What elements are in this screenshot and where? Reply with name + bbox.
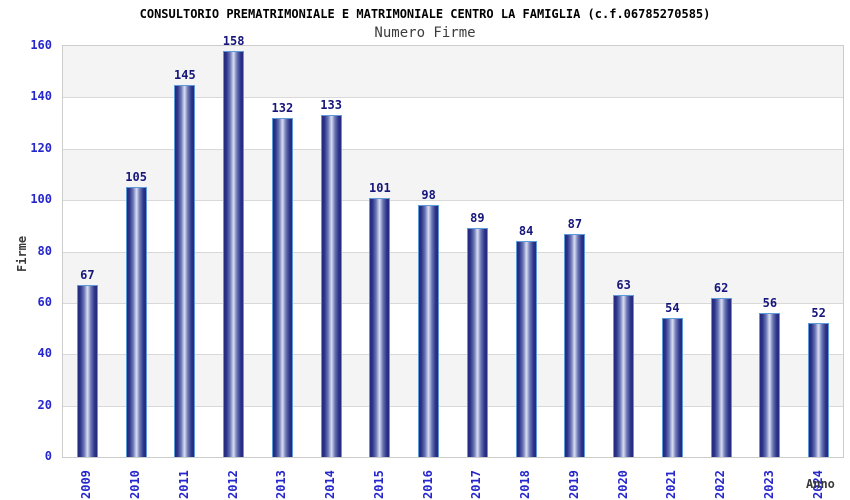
bar-2020	[613, 295, 635, 457]
x-tick-label: 2022	[713, 470, 728, 499]
y-tick-label: 40	[37, 346, 52, 361]
bar-value-label: 89	[470, 211, 485, 226]
bar-value-label: 84	[518, 224, 534, 239]
bar-value-label: 98	[421, 188, 436, 203]
gridline	[63, 97, 843, 99]
y-tick-label: 100	[30, 192, 52, 207]
x-tick-label: 2020	[615, 470, 630, 499]
x-tick-label: 2019	[566, 470, 581, 499]
x-tick-label: 2015	[371, 470, 386, 499]
bar-value-label: 133	[320, 98, 342, 113]
bar-2015	[369, 197, 391, 457]
x-tick-label: 2011	[176, 470, 191, 499]
chart-subtitle: Numero Firme	[374, 25, 476, 41]
x-axis-title: Anno	[806, 477, 835, 491]
x-tick-label: 2009	[79, 470, 94, 499]
bar-value-label: 62	[713, 280, 729, 295]
x-tick-label: 2023	[761, 470, 776, 499]
y-tick-label: 20	[37, 397, 52, 412]
y-tick-label: 120	[30, 140, 52, 155]
x-tick-label: 2021	[664, 470, 679, 499]
bar-value-label: 132	[271, 100, 294, 115]
x-tick-label: 2012	[225, 470, 240, 499]
bar-2023	[759, 313, 781, 457]
gridline	[63, 405, 843, 407]
bar-value-label: 67	[80, 267, 95, 282]
bar-value-label: 54	[665, 301, 680, 316]
gridline	[63, 302, 843, 304]
bar-2017	[466, 228, 488, 457]
gridline	[63, 148, 843, 150]
x-tick-label: 2017	[469, 470, 484, 499]
gridline	[63, 200, 843, 202]
bar-value-label: 105	[125, 170, 147, 185]
y-tick-label: 80	[37, 243, 52, 258]
bar-2024	[808, 323, 830, 457]
bar-value-label: 56	[762, 296, 778, 311]
bar-2010	[125, 187, 147, 457]
x-tick-label: 2018	[518, 470, 533, 499]
y-tick-label: 140	[30, 89, 52, 104]
bar-2012	[223, 51, 245, 457]
bar-2022	[710, 297, 732, 457]
y-tick-label: 0	[44, 449, 52, 463]
bar-2013	[271, 117, 293, 457]
y-tick-label: 160	[30, 38, 52, 52]
bar-2009	[76, 284, 98, 457]
bar-value-label: 52	[811, 306, 826, 321]
bar-2011	[174, 84, 196, 457]
x-tick-label: 2016	[420, 470, 435, 499]
bar-value-label: 101	[369, 180, 391, 195]
gridline	[63, 354, 843, 356]
x-tick-label: 2013	[274, 470, 289, 499]
chart-title: CONSULTORIO PREMATRIMONIALE E MATRIMONIA…	[139, 7, 711, 21]
plot-area: 67 105 145 158 132 133 101 98 89 84 87 63 54 62 56 52	[62, 34, 844, 458]
x-tick-label: 2010	[128, 470, 143, 499]
x-tick-label: 2014	[323, 470, 338, 499]
bar-value-label: 158	[222, 34, 245, 49]
bar-value-label: 63	[616, 278, 631, 293]
bar-value-label: 145	[174, 67, 196, 82]
bar-2019	[564, 233, 586, 457]
bar-2018	[515, 241, 537, 457]
bar-2014	[320, 115, 342, 457]
bar-2016	[418, 205, 440, 457]
y-tick-label: 60	[37, 294, 52, 309]
bar-value-label: 87	[567, 216, 583, 231]
gridline	[63, 251, 843, 253]
bar-2021	[661, 318, 683, 457]
